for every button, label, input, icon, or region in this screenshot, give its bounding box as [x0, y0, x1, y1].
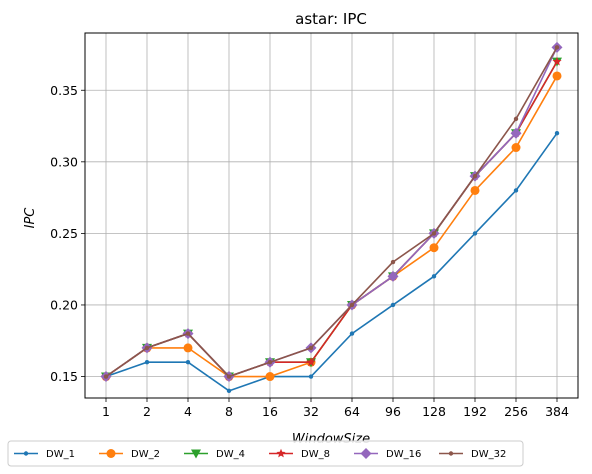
data-point: [308, 345, 314, 351]
data-point: [510, 127, 522, 139]
data-point: [390, 259, 396, 265]
data-point: [511, 143, 521, 153]
y-axis-ticks: 0.15 0.20 0.25 0.30 0.35: [50, 83, 85, 384]
series-dw-1: [103, 130, 560, 394]
legend-item: DW_1: [14, 449, 75, 460]
y-tick-label: 0.30: [50, 154, 78, 169]
x-tick-label: 256: [504, 404, 528, 419]
series-dw-8: [101, 56, 562, 381]
series-line: [105, 132, 558, 392]
data-point: [387, 270, 399, 282]
series-dw-32: [103, 45, 560, 379]
y-tick-label: 0.25: [50, 226, 78, 241]
data-point: [226, 374, 232, 379]
data-point: [103, 374, 109, 379]
data-point: [472, 173, 478, 179]
data-point: [513, 116, 519, 122]
data-point: [265, 372, 275, 382]
data-point: [390, 302, 396, 308]
legend-item: DW_16: [354, 448, 421, 460]
grid: [85, 33, 578, 398]
legend-marker: [23, 451, 29, 456]
data-point: [470, 185, 480, 195]
y-tick-label: 0.15: [50, 369, 78, 384]
x-tick-label: 2: [143, 404, 151, 419]
data-point: [429, 243, 439, 253]
data-point: [226, 388, 232, 394]
data-point: [431, 274, 437, 279]
legend-label: DW_32: [471, 449, 506, 460]
data-point: [552, 71, 562, 81]
x-tick-label: 32: [303, 404, 319, 419]
legend-marker: [106, 449, 116, 458]
x-tick-label: 64: [344, 404, 360, 419]
data-point: [185, 360, 191, 365]
x-tick-label: 1: [102, 404, 110, 419]
legend-item: DW_8: [269, 448, 330, 460]
legend-item: DW_32: [439, 449, 506, 460]
x-tick-label: 4: [184, 404, 192, 419]
legend-label: DW_1: [46, 449, 75, 460]
x-tick-label: 384: [545, 404, 569, 419]
x-axis-ticks: 1 2 4 8 16 32 64 96 128 192 256 384: [102, 398, 569, 419]
y-axis-label: IPC: [23, 207, 38, 229]
legend-box: [7, 440, 524, 467]
legend-label: DW_8: [301, 449, 330, 460]
series-group: [100, 41, 563, 394]
series-line: [105, 46, 558, 378]
plot-frame: [84, 32, 579, 399]
data-point: [144, 360, 150, 365]
data-point: [185, 331, 191, 336]
x-tick-label: 96: [385, 404, 401, 419]
x-tick-label: 16: [262, 404, 278, 419]
legend-label: DW_16: [386, 449, 421, 460]
legend-label: DW_4: [216, 449, 245, 460]
data-point: [144, 345, 150, 351]
legend-marker: [191, 449, 201, 459]
legend-item: DW_4: [184, 449, 245, 460]
data-point: [513, 188, 519, 193]
data-point: [431, 231, 437, 236]
series-dw-16: [100, 41, 563, 383]
data-point: [267, 360, 273, 365]
legend-marker: [360, 448, 372, 459]
legend: DW_1 DW_2 DW_4 DW_8 DW_16 DW_32: [7, 440, 524, 467]
data-point: [552, 56, 562, 66]
data-point: [306, 357, 316, 367]
chart-title: astar: IPC: [295, 10, 367, 28]
data-point: [472, 231, 478, 236]
legend-item: DW_2: [99, 449, 160, 460]
x-tick-label: 128: [422, 404, 446, 419]
y-tick-label: 0.20: [50, 297, 78, 312]
data-point: [554, 130, 560, 136]
legend-marker: [448, 451, 454, 456]
y-tick-label: 0.35: [50, 83, 78, 98]
series-line: [105, 75, 558, 378]
legend-label: DW_2: [131, 449, 160, 460]
legend-marker: [276, 448, 286, 458]
data-point: [349, 302, 355, 308]
data-point: [554, 45, 560, 50]
x-tick-label: 192: [463, 404, 487, 419]
x-tick-label: 8: [225, 404, 233, 419]
data-point: [183, 343, 193, 353]
data-point: [308, 374, 314, 379]
data-point: [349, 331, 355, 336]
